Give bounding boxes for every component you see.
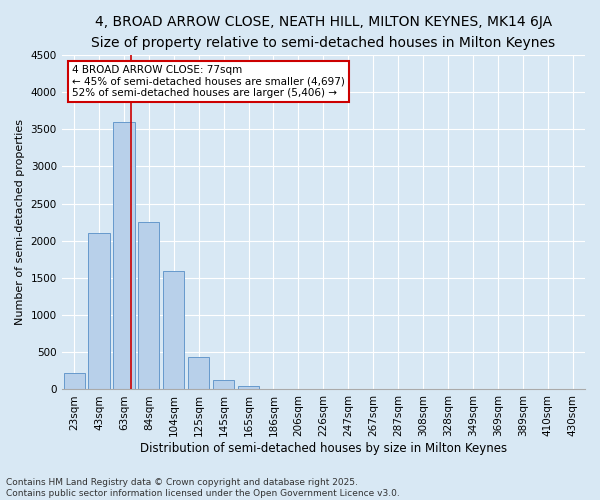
Bar — [238, 386, 259, 390]
Text: 4 BROAD ARROW CLOSE: 77sqm
← 45% of semi-detached houses are smaller (4,697)
52%: 4 BROAD ARROW CLOSE: 77sqm ← 45% of semi… — [72, 65, 345, 98]
Title: 4, BROAD ARROW CLOSE, NEATH HILL, MILTON KEYNES, MK14 6JA
Size of property relat: 4, BROAD ARROW CLOSE, NEATH HILL, MILTON… — [91, 15, 556, 50]
Bar — [64, 373, 85, 390]
Bar — [188, 358, 209, 390]
Bar — [163, 270, 184, 390]
Bar — [88, 234, 110, 390]
Bar — [138, 222, 160, 390]
X-axis label: Distribution of semi-detached houses by size in Milton Keynes: Distribution of semi-detached houses by … — [140, 442, 507, 455]
Bar — [113, 122, 134, 390]
Y-axis label: Number of semi-detached properties: Number of semi-detached properties — [15, 119, 25, 325]
Bar — [213, 380, 234, 390]
Text: Contains HM Land Registry data © Crown copyright and database right 2025.
Contai: Contains HM Land Registry data © Crown c… — [6, 478, 400, 498]
